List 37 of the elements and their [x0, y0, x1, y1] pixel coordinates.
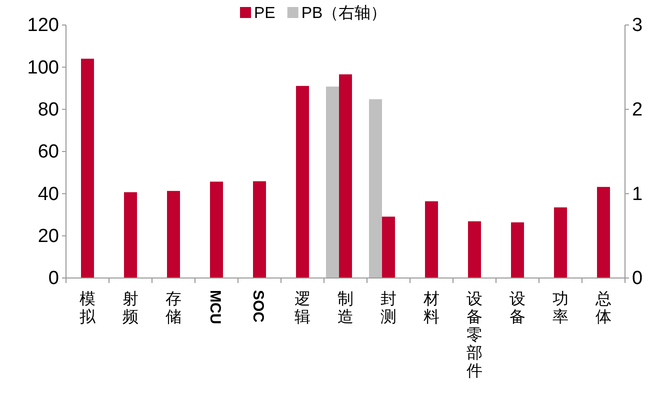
x-tick-label: SOC	[250, 290, 266, 323]
x-tick-label: 设备	[510, 290, 526, 326]
bar	[253, 181, 266, 278]
x-tick-label: 材料	[422, 290, 440, 326]
y-tick-label: 100	[27, 57, 59, 78]
y2-tick-label: 0	[632, 268, 643, 290]
y-tick-label: 20	[38, 226, 59, 247]
bar	[167, 190, 180, 278]
x-tick-label: 总体	[594, 290, 612, 326]
bar	[425, 201, 438, 278]
y-tick-label: 60	[38, 142, 59, 163]
x-tick-label: 封测	[380, 290, 396, 326]
x-tick-label: 制造	[338, 290, 354, 326]
x-tick-label: 射频	[122, 290, 138, 326]
x-tick-label: MCU	[206, 290, 224, 324]
x-tick-label: 设备零部件	[466, 290, 482, 380]
bar	[210, 182, 223, 278]
bar	[597, 186, 610, 278]
bar	[124, 192, 137, 278]
y-tick-label: 40	[38, 184, 59, 205]
x-tick-label: 功率	[552, 290, 568, 326]
y-tick-label: 80	[38, 99, 59, 120]
y2-tick-label: 2	[632, 99, 643, 120]
legend-label: PB（右轴）	[301, 4, 387, 22]
y-tick-label: 120	[27, 15, 59, 36]
y-tick-label: 0	[48, 268, 59, 290]
x-tick-label: 存储	[166, 291, 182, 326]
x-tick-label: 逻辑	[294, 290, 310, 326]
y2-tick-label: 3	[632, 15, 643, 36]
bar	[468, 221, 481, 278]
bar	[554, 207, 567, 278]
bar	[511, 222, 524, 278]
bar	[296, 86, 309, 278]
bar	[81, 58, 94, 278]
y2-tick-label: 1	[632, 184, 643, 205]
x-tick-label: 模拟	[80, 290, 96, 326]
legend-label: PE	[254, 5, 276, 22]
